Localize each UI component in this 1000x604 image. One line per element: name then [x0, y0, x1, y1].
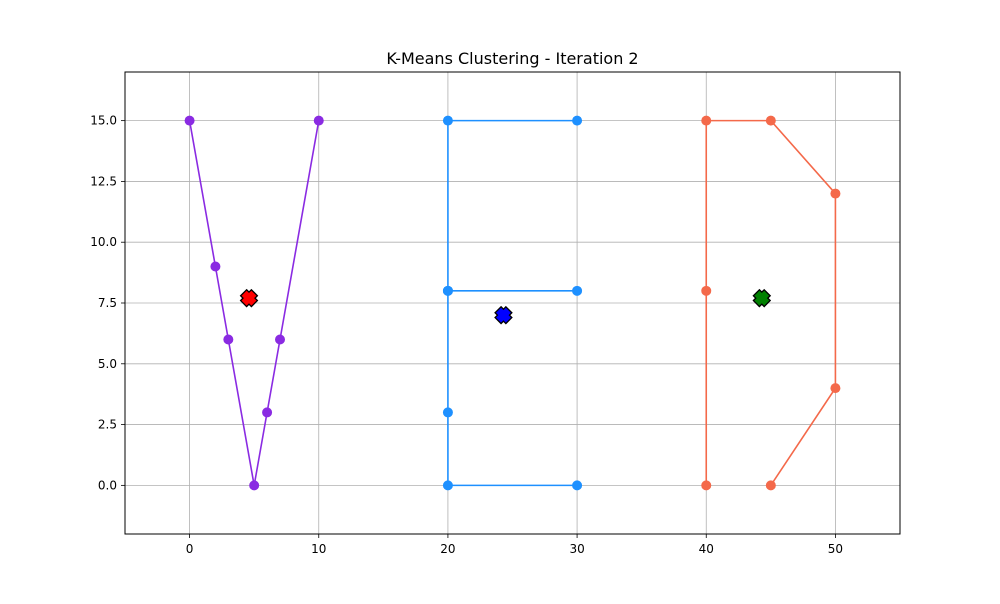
y-tick-label: 0.0 — [98, 478, 117, 492]
data-point — [275, 334, 285, 345]
x-tick-label: 20 — [440, 542, 455, 556]
data-point — [249, 480, 260, 491]
centroid-marker — [494, 305, 513, 325]
data-point — [262, 407, 273, 418]
data-point — [830, 188, 841, 199]
data-point — [701, 285, 712, 296]
data-point — [442, 285, 453, 296]
data-point — [442, 115, 453, 126]
x-tick-label: 10 — [311, 542, 326, 556]
data-point — [442, 407, 453, 418]
data-point — [765, 115, 776, 126]
y-tick-label: 2.5 — [98, 418, 117, 432]
data-point — [572, 480, 583, 491]
x-tick-label: 50 — [828, 542, 843, 556]
data-point — [210, 261, 221, 272]
tick-layer: 0 10 20 30 40 50 0.0 2.5 5.0 7.5 10.0 12.5 15.0 — [90, 114, 843, 556]
y-tick-label: 10.0 — [90, 235, 117, 249]
series-layer — [184, 115, 841, 491]
y-tick-label: 7.5 — [98, 296, 117, 310]
data-point — [572, 115, 583, 126]
chart-title: K-Means Clustering - Iteration 2 — [386, 49, 638, 68]
y-tick-label: 5.0 — [98, 357, 117, 371]
series-1 — [184, 115, 324, 491]
x-tick-label: 30 — [569, 542, 584, 556]
series-2 — [442, 115, 583, 491]
data-point — [223, 334, 234, 345]
data-point — [701, 115, 712, 126]
y-tick-label: 15.0 — [90, 114, 117, 128]
centroid-marker — [752, 288, 772, 308]
x-tick-label: 40 — [699, 542, 714, 556]
y-tick-label: 12.5 — [90, 174, 117, 188]
data-point — [830, 383, 841, 394]
data-point — [572, 285, 583, 296]
series-line — [447, 119, 578, 487]
data-point — [442, 480, 453, 491]
data-point — [701, 480, 712, 491]
centroid-layer — [239, 288, 772, 325]
data-point — [184, 115, 195, 126]
series-3 — [701, 115, 841, 491]
data-point — [313, 115, 324, 126]
data-point — [765, 480, 776, 491]
centroid-marker — [239, 288, 259, 308]
x-tick-label: 0 — [186, 542, 194, 556]
